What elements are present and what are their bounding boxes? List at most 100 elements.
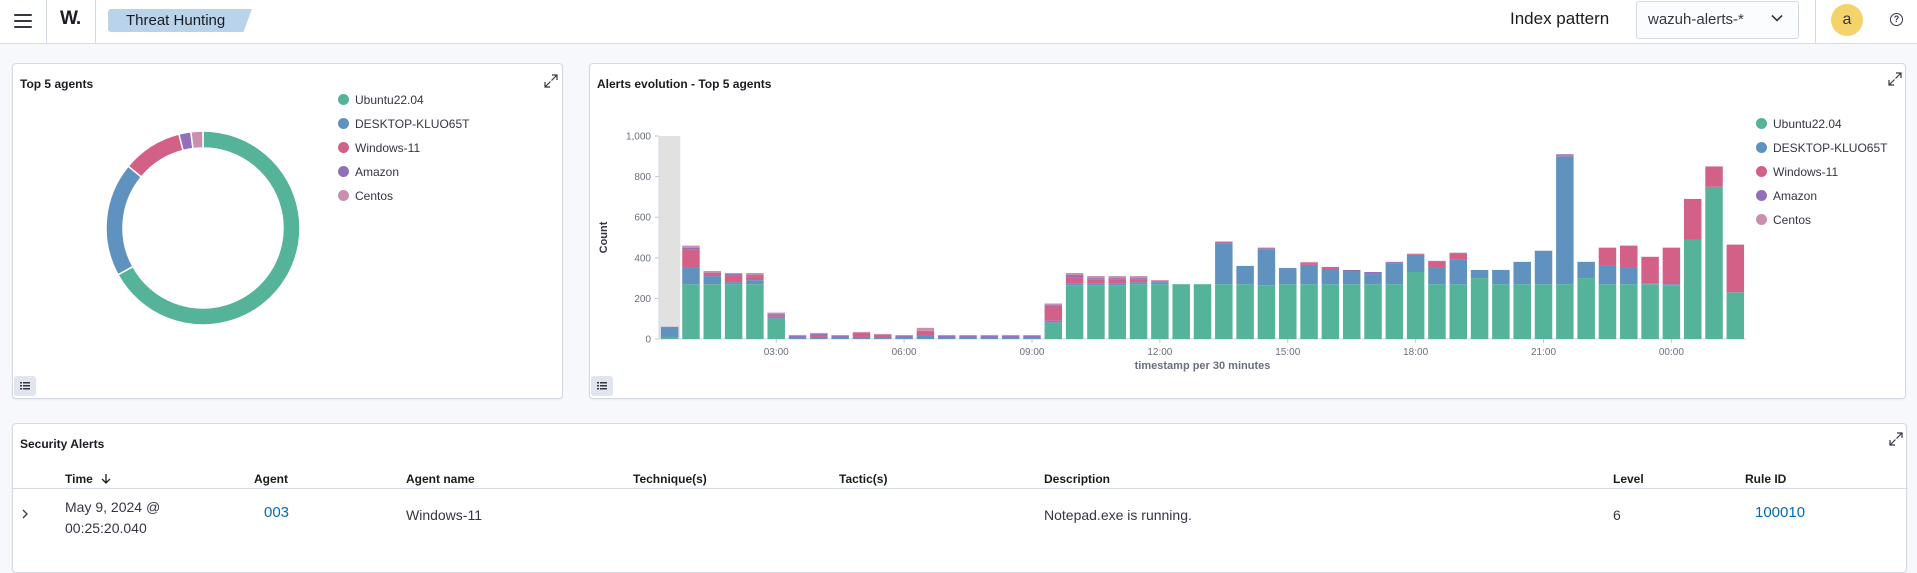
column-header-rule-id[interactable]: Rule ID bbox=[1745, 472, 1787, 486]
bar-amazon-12[interactable] bbox=[916, 330, 935, 332]
bar-desktop-kluo65t-11[interactable] bbox=[895, 337, 913, 339]
bar-centos-13[interactable] bbox=[937, 334, 956, 336]
bar-centos-20[interactable] bbox=[1087, 276, 1105, 279]
bar-windows-11-1[interactable] bbox=[682, 249, 700, 268]
bar-ubuntu22-04-25[interactable] bbox=[1193, 284, 1212, 339]
bar-windows-11-10[interactable] bbox=[874, 335, 892, 338]
bar-desktop-kluo65t-15[interactable] bbox=[980, 337, 999, 339]
bar-desktop-kluo65t-8[interactable] bbox=[831, 337, 849, 339]
bar-desktop-kluo65t-6[interactable] bbox=[788, 337, 807, 339]
bar-ubuntu22-04-24[interactable] bbox=[1172, 284, 1190, 339]
bar-windows-11-26[interactable] bbox=[1215, 242, 1233, 244]
bar-centos-4[interactable] bbox=[746, 273, 764, 276]
bar-windows-11-14[interactable] bbox=[959, 336, 977, 338]
bar-desktop-kluo65t-46[interactable] bbox=[1641, 283, 1659, 285]
bar-amazon-1[interactable] bbox=[682, 247, 700, 250]
bar-centos-9[interactable] bbox=[852, 331, 871, 333]
bar-ubuntu22-04-31[interactable] bbox=[1321, 284, 1340, 339]
bar-windows-11-37[interactable] bbox=[1449, 253, 1468, 260]
bar-desktop-kluo65t-13[interactable] bbox=[937, 337, 956, 339]
column-header-level[interactable]: Level bbox=[1613, 472, 1644, 486]
pie-slice-centos[interactable] bbox=[190, 130, 204, 150]
bar-centos-10[interactable] bbox=[874, 333, 892, 335]
bar-amazon-11[interactable] bbox=[895, 335, 913, 337]
bar-amazon-16[interactable] bbox=[1001, 335, 1020, 337]
cell-rule-id-link[interactable]: 100010 bbox=[1755, 504, 1806, 521]
bar-windows-11-2[interactable] bbox=[703, 274, 722, 277]
bar-windows-11-5[interactable] bbox=[767, 314, 785, 317]
bar-windows-11-34[interactable] bbox=[1385, 262, 1404, 264]
bar-centos-22[interactable] bbox=[1129, 276, 1148, 279]
legend-item-amazon[interactable]: Amazon bbox=[338, 165, 399, 179]
bar-windows-11-48[interactable] bbox=[1683, 198, 1702, 240]
bar-desktop-kluo65t-2[interactable] bbox=[703, 276, 722, 285]
bar-windows-11-11[interactable] bbox=[895, 336, 913, 338]
legend-item-desktop-kluo65t[interactable]: DESKTOP-KLUO65T bbox=[1756, 141, 1887, 155]
bar-desktop-kluo65t-9[interactable] bbox=[852, 336, 871, 339]
bar-centos-19[interactable] bbox=[1065, 273, 1084, 276]
bar-ubuntu22-04-38[interactable] bbox=[1470, 278, 1489, 339]
bar-amazon-0[interactable] bbox=[660, 326, 679, 328]
column-header-time[interactable]: Time bbox=[65, 472, 112, 486]
bar-amazon-9[interactable] bbox=[852, 332, 871, 334]
bar-centos-18[interactable] bbox=[1044, 303, 1063, 306]
bar-ubuntu22-04-5[interactable] bbox=[767, 318, 785, 339]
bar-amazon-18[interactable] bbox=[1044, 305, 1063, 307]
bar-desktop-kluo65t-4[interactable] bbox=[746, 280, 764, 285]
help-icon[interactable]: ? bbox=[1890, 13, 1903, 26]
menu-icon[interactable] bbox=[12, 11, 34, 33]
bar-desktop-kluo65t-17[interactable] bbox=[1023, 337, 1041, 339]
bar-windows-11-18[interactable] bbox=[1044, 306, 1063, 321]
bar-amazon-2[interactable] bbox=[703, 273, 722, 275]
bar-desktop-kluo65t-14[interactable] bbox=[959, 337, 977, 339]
bar-ubuntu22-04-29[interactable] bbox=[1279, 284, 1297, 339]
bar-ubuntu22-04-19[interactable] bbox=[1065, 285, 1084, 339]
bar-desktop-kluo65t-43[interactable] bbox=[1577, 261, 1595, 279]
bar-desktop-kluo65t-44[interactable] bbox=[1598, 265, 1617, 285]
bar-windows-11-19[interactable] bbox=[1065, 277, 1084, 284]
bar-amazon-32[interactable] bbox=[1342, 269, 1361, 271]
bar-desktop-kluo65t-19[interactable] bbox=[1065, 283, 1084, 286]
bar-desktop-kluo65t-45[interactable] bbox=[1620, 267, 1638, 285]
legend-item-windows-11[interactable]: Windows-11 bbox=[1756, 165, 1838, 179]
bar-windows-11-7[interactable] bbox=[810, 334, 828, 337]
bar-amazon-34[interactable] bbox=[1385, 261, 1404, 263]
bar-amazon-19[interactable] bbox=[1065, 275, 1084, 278]
bar-amazon-8[interactable] bbox=[831, 335, 849, 337]
bar-desktop-kluo65t-16[interactable] bbox=[1001, 337, 1020, 339]
bar-ubuntu22-04-42[interactable] bbox=[1556, 284, 1574, 339]
bar-ubuntu22-04-46[interactable] bbox=[1641, 284, 1659, 339]
bar-windows-11-22[interactable] bbox=[1129, 279, 1148, 283]
bar-desktop-kluo65t-47[interactable] bbox=[1662, 284, 1681, 286]
bar-amazon-36[interactable] bbox=[1428, 260, 1446, 262]
column-header-tactics[interactable]: Tactic(s) bbox=[839, 472, 888, 486]
bar-desktop-kluo65t-30[interactable] bbox=[1300, 264, 1318, 285]
bar-amazon-22[interactable] bbox=[1129, 278, 1148, 280]
bar-ubuntu22-04-0[interactable] bbox=[660, 336, 679, 339]
expand-icon[interactable] bbox=[1888, 431, 1904, 447]
bar-ubuntu22-04-18[interactable] bbox=[1044, 322, 1063, 339]
bar-windows-11-28[interactable] bbox=[1257, 248, 1276, 250]
bar-desktop-kluo65t-38[interactable] bbox=[1470, 269, 1489, 279]
bar-ubuntu22-04-27[interactable] bbox=[1236, 284, 1254, 339]
bar-desktop-kluo65t-22[interactable] bbox=[1129, 282, 1148, 285]
bar-windows-11-9[interactable] bbox=[852, 333, 871, 337]
wazuh-logo[interactable]: W. bbox=[60, 8, 81, 30]
bar-amazon-3[interactable] bbox=[724, 274, 743, 276]
bar-desktop-kluo65t-5[interactable] bbox=[767, 316, 785, 319]
expand-icon[interactable] bbox=[1887, 71, 1903, 87]
bar-ubuntu22-04-26[interactable] bbox=[1215, 284, 1233, 339]
bar-desktop-kluo65t-39[interactable] bbox=[1492, 269, 1510, 285]
legend-toggle-button[interactable] bbox=[14, 376, 36, 396]
bar-windows-11-36[interactable] bbox=[1428, 261, 1446, 268]
bar-windows-11-35[interactable] bbox=[1406, 253, 1425, 255]
legend-item-desktop-kluo65t[interactable]: DESKTOP-KLUO65T bbox=[338, 117, 469, 131]
bar-ubuntu22-04-44[interactable] bbox=[1598, 284, 1617, 339]
bar-amazon-42[interactable] bbox=[1556, 154, 1574, 156]
bar-ubuntu22-04-2[interactable] bbox=[703, 284, 722, 339]
bar-ubuntu22-04-48[interactable] bbox=[1683, 239, 1702, 339]
bar-desktop-kluo65t-10[interactable] bbox=[874, 337, 892, 339]
bar-amazon-20[interactable] bbox=[1087, 278, 1105, 280]
bar-amazon-31[interactable] bbox=[1321, 266, 1340, 268]
bar-ubuntu22-04-49[interactable] bbox=[1705, 186, 1723, 339]
